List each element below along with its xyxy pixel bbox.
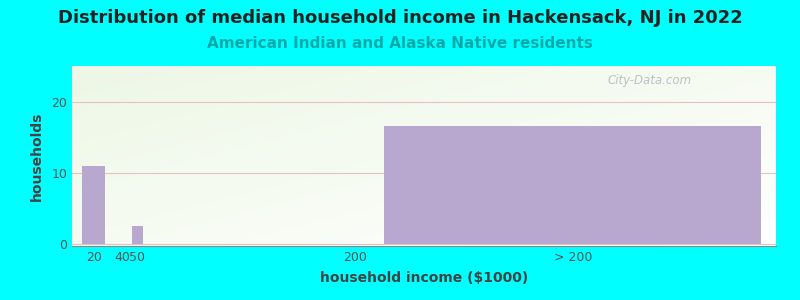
Y-axis label: households: households [30,111,44,201]
Bar [384,127,762,244]
Bar [82,166,106,244]
Bar [131,226,143,244]
Text: City-Data.com: City-Data.com [607,74,691,87]
X-axis label: household income ($1000): household income ($1000) [320,271,528,285]
Text: American Indian and Alaska Native residents: American Indian and Alaska Native reside… [207,36,593,51]
Text: Distribution of median household income in Hackensack, NJ in 2022: Distribution of median household income … [58,9,742,27]
